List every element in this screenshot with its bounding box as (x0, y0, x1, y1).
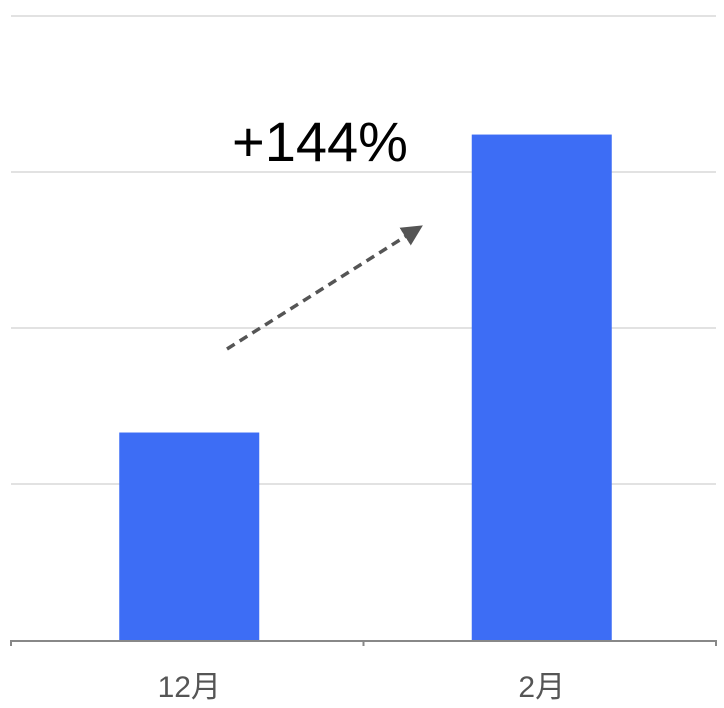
bar-2 (471, 134, 612, 640)
bars (119, 134, 612, 640)
x-axis (10, 640, 717, 646)
bar-1 (119, 432, 260, 640)
annotation-label: +144% (232, 110, 408, 173)
x-tick-label: 2月 (518, 671, 565, 704)
annotation: +144% (226, 110, 423, 351)
arrow-icon (226, 225, 423, 351)
x-tick-label: 12月 (158, 671, 221, 704)
x-tick-labels: 12月 2月 (158, 671, 566, 704)
